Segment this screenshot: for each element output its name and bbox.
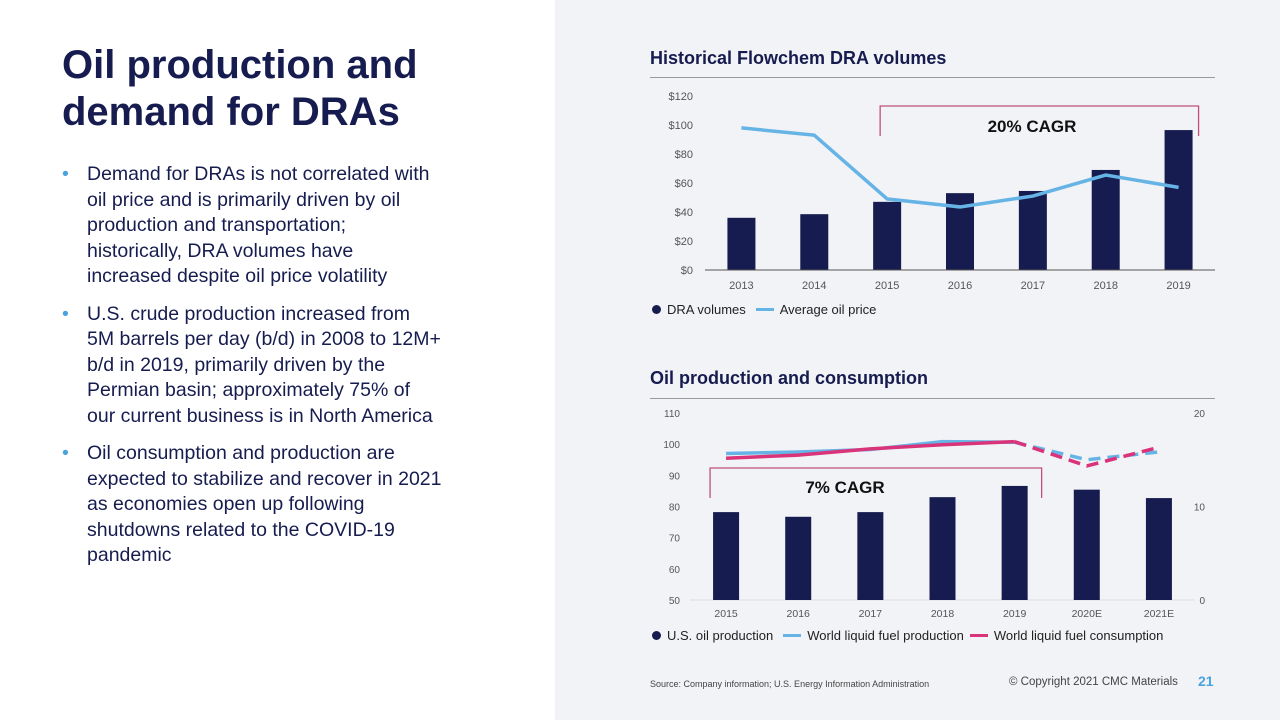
cagr-bracket (709, 467, 1043, 498)
y-left-tick-label: 60 (669, 565, 681, 576)
bar (1018, 190, 1047, 270)
x-tick-label: 2018 (931, 608, 955, 620)
x-tick-label: 2017 (1021, 280, 1045, 292)
y-tick-label: $0 (681, 265, 693, 277)
y-tick-label: $40 (675, 207, 693, 219)
chart2-title: Oil production and consumption (650, 368, 928, 388)
oil-price-line (741, 126, 1179, 209)
bar (800, 214, 829, 270)
x-tick-label: 2019 (1166, 280, 1190, 292)
page-title: Oil production and demand for DRAs (62, 43, 418, 134)
bullet-icon: • (62, 302, 69, 325)
y-right-tick-label: 10 (1194, 503, 1206, 514)
x-tick-label: 2013 (729, 280, 753, 292)
source-note: Source: Company information; U.S. Energy… (650, 679, 930, 689)
bullet-list: • Demand for DRAs is not correlated with … (62, 162, 442, 581)
y-right-tick-label: 0 (1199, 596, 1205, 607)
x-tick-label: 2015 (714, 608, 738, 620)
y-tick-label: $20 (675, 236, 693, 248)
y-tick-label: $120 (669, 91, 693, 103)
x-tick-label: 2016 (948, 280, 972, 292)
bullet-item: • U.S. crude production increased from 5M… (62, 302, 441, 427)
x-tick-label: 2017 (859, 608, 883, 620)
x-tick-label: 2018 (1093, 280, 1117, 292)
bullet-icon: • (62, 442, 69, 464)
bullet-item: • Oil consumption and production are expe… (62, 442, 442, 566)
y-left-tick-label: 100 (663, 440, 680, 451)
legend-line-icon (755, 308, 774, 311)
bar (727, 217, 756, 270)
chart2-rule (650, 398, 1215, 399)
y-tick-label: $60 (675, 178, 693, 190)
y-right-tick-label: 20 (1194, 409, 1206, 420)
bar (929, 497, 956, 600)
y-left-tick-label: 70 (669, 534, 681, 545)
legend-line-icon (783, 634, 802, 637)
legend-dot-icon (652, 305, 661, 314)
world-consumption-line (725, 439, 1015, 460)
world-consumption-line-forecast (1014, 440, 1160, 468)
bar (1001, 485, 1028, 600)
bar (1073, 489, 1100, 600)
y-left-tick-label: 90 (669, 471, 681, 482)
x-tick-label: 2016 (787, 608, 811, 620)
bar (1091, 169, 1120, 270)
chart2-legend: U.S. oil production World liquid fuel pr… (652, 628, 1163, 643)
bullet-icon: • (62, 163, 69, 185)
copyright: © Copyright 2021 CMC Materials (1009, 676, 1178, 688)
y-tick-label: $80 (675, 149, 693, 161)
y-left-tick-label: 110 (664, 409, 680, 420)
bullet-item: • Demand for DRAs is not correlated with … (62, 163, 430, 287)
bar (1145, 498, 1172, 600)
bar (1164, 130, 1193, 270)
legend-line-icon (969, 634, 988, 637)
x-tick-label: 2015 (875, 280, 899, 292)
x-tick-label: 2020E (1072, 608, 1102, 620)
y-left-tick-label: 80 (669, 503, 681, 514)
chart1-rule (650, 77, 1215, 78)
x-tick-label: 2019 (1003, 608, 1027, 620)
legend-dot-icon (652, 631, 661, 640)
cagr-label: 20% CAGR (988, 117, 1077, 136)
left-panel (0, 0, 555, 720)
bar (873, 201, 902, 270)
y-tick-label: $100 (669, 120, 693, 132)
chart1-legend: DRA volumes Average oil price (652, 302, 876, 317)
x-tick-label: 2021E (1144, 608, 1174, 620)
world-production-line-forecast (1014, 440, 1160, 462)
cagr-bracket (879, 105, 1200, 136)
page-number: 21 (1198, 673, 1214, 689)
cagr-label: 7% CAGR (805, 478, 884, 497)
chart1-title: Historical Flowchem DRA volumes (650, 48, 947, 68)
y-left-tick-label: 50 (669, 596, 681, 607)
x-tick-label: 2014 (802, 280, 826, 292)
bar (713, 512, 740, 600)
bar (785, 516, 812, 600)
bar (857, 512, 884, 600)
